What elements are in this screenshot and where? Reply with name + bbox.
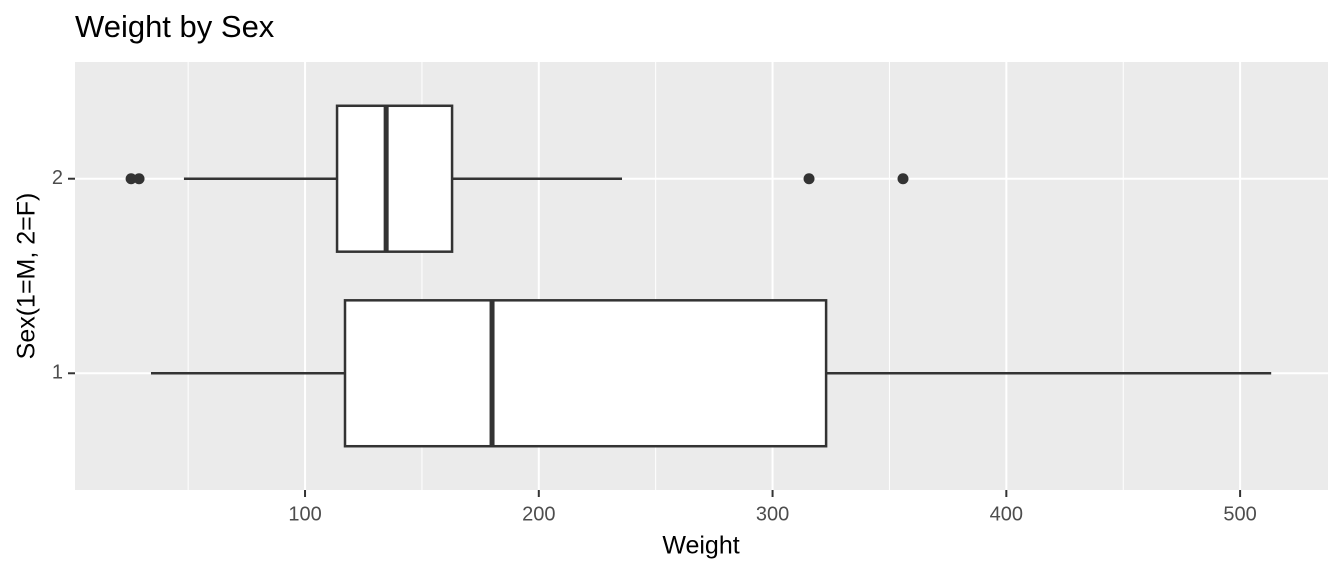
outlier xyxy=(803,173,815,185)
outlier xyxy=(897,173,909,185)
outlier xyxy=(133,173,145,185)
chart-title: Weight by Sex xyxy=(75,9,275,44)
x-tick-label: 400 xyxy=(990,503,1023,525)
x-tick-label: 100 xyxy=(288,503,321,525)
x-tick-label: 500 xyxy=(1223,503,1256,525)
outlier xyxy=(125,173,137,185)
box xyxy=(343,299,828,448)
x-tick-label: 200 xyxy=(522,503,555,525)
box xyxy=(335,104,454,253)
x-axis-title: Weight xyxy=(662,532,739,560)
y-axis-title: Sex(1=M, 2=F) xyxy=(13,193,41,360)
y-tick-label: 2 xyxy=(52,167,63,189)
y-tick-label: 1 xyxy=(52,362,63,384)
x-tick-label: 300 xyxy=(756,503,789,525)
